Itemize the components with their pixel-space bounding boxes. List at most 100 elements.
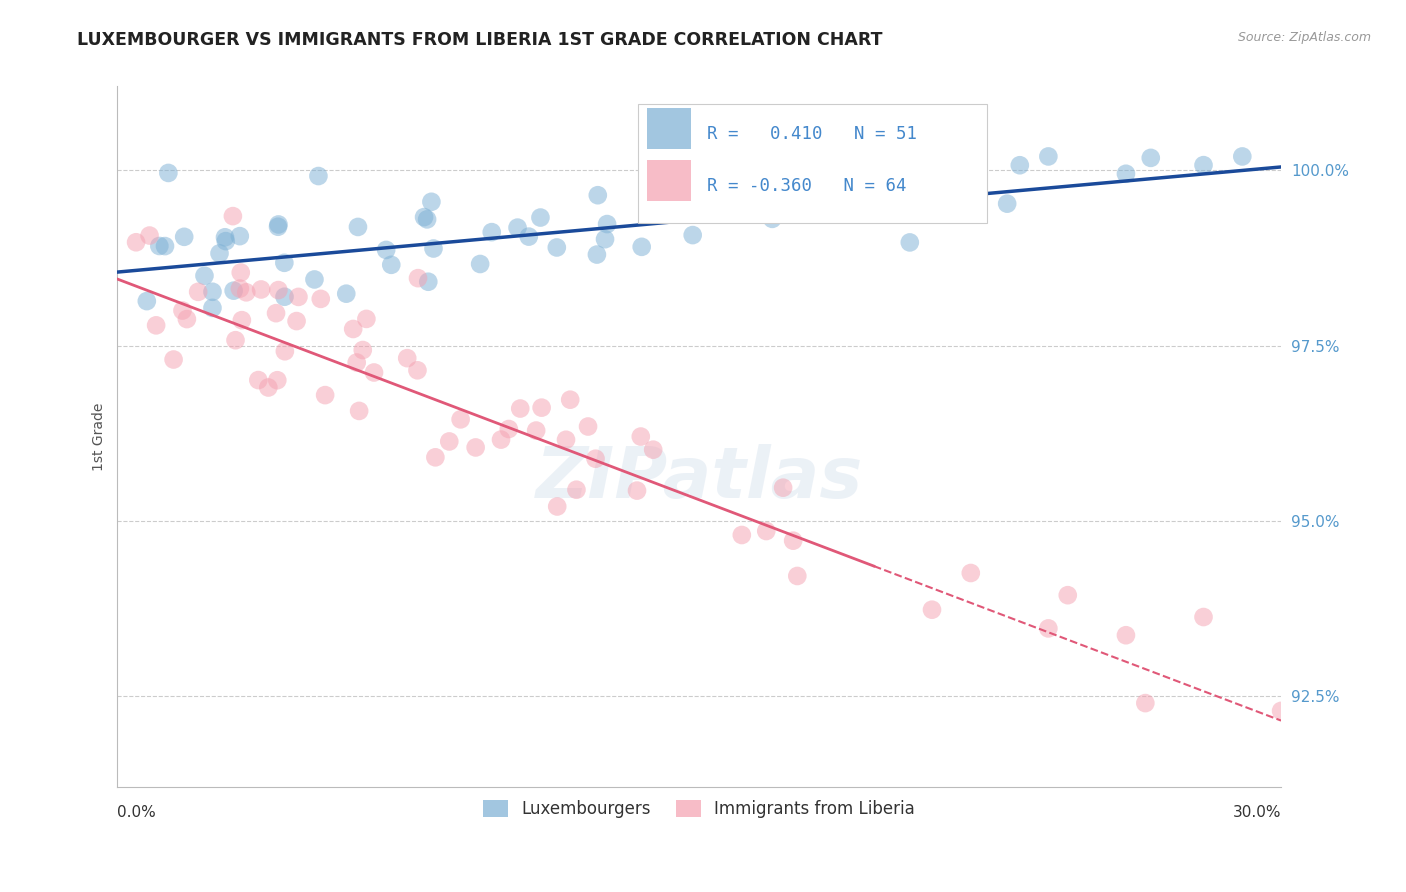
FancyBboxPatch shape (647, 108, 692, 149)
Point (626, 483, 648, 498)
Point (420, 194, 443, 209)
Point (153, 239, 176, 253)
Point (586, 188, 609, 202)
Point (193, 268, 215, 283)
Point (1115, 628, 1137, 642)
FancyBboxPatch shape (637, 103, 987, 223)
Text: LUXEMBOURGER VS IMMIGRANTS FROM LIBERIA 1ST GRADE CORRELATION CHART: LUXEMBOURGER VS IMMIGRANTS FROM LIBERIA … (77, 31, 883, 49)
Point (396, 351, 419, 366)
Point (1192, 610, 1215, 624)
Point (1139, 151, 1161, 165)
Point (380, 258, 402, 272)
Point (731, 528, 754, 542)
Point (450, 412, 472, 426)
Point (135, 294, 157, 309)
Point (782, 533, 804, 548)
Point (208, 246, 231, 260)
Point (347, 219, 370, 234)
Point (1056, 588, 1078, 602)
Point (761, 211, 783, 226)
Point (201, 301, 224, 315)
Text: Source: ZipAtlas.com: Source: ZipAtlas.com (1237, 31, 1371, 45)
Point (363, 366, 385, 380)
Point (157, 166, 180, 180)
Point (1232, 149, 1254, 163)
Point (1038, 621, 1060, 635)
Point (866, 195, 889, 210)
Point (187, 285, 209, 299)
Point (309, 292, 332, 306)
Point (214, 230, 236, 244)
Point (529, 211, 551, 225)
Point (643, 442, 665, 457)
Text: ZIPatlas: ZIPatlas (536, 444, 863, 513)
Point (406, 271, 429, 285)
Point (172, 303, 194, 318)
Text: R =   0.410   N = 51: R = 0.410 N = 51 (707, 125, 918, 143)
Point (416, 212, 439, 227)
Point (546, 500, 568, 514)
Point (148, 239, 170, 253)
Point (267, 219, 290, 234)
Point (264, 306, 287, 320)
Point (247, 373, 270, 387)
Point (560, 392, 582, 407)
Y-axis label: 1st Grade: 1st Grade (93, 402, 107, 471)
Point (267, 283, 290, 297)
Point (995, 196, 1018, 211)
Point (342, 322, 364, 336)
Point (229, 266, 252, 280)
Point (585, 451, 607, 466)
FancyBboxPatch shape (647, 161, 692, 201)
Point (145, 318, 167, 333)
Point (1270, 704, 1292, 718)
Point (307, 169, 329, 183)
Point (346, 355, 368, 369)
Point (1192, 158, 1215, 172)
Point (273, 290, 295, 304)
Point (1038, 149, 1060, 163)
Point (250, 283, 273, 297)
Point (215, 234, 238, 248)
Point (630, 240, 652, 254)
Point (125, 235, 148, 250)
Point (335, 286, 357, 301)
Point (285, 314, 308, 328)
Point (517, 229, 540, 244)
Point (418, 275, 440, 289)
Point (138, 228, 160, 243)
Point (481, 225, 503, 239)
Point (1135, 696, 1157, 710)
Point (274, 344, 297, 359)
Point (792, 189, 814, 203)
Point (173, 229, 195, 244)
Point (498, 422, 520, 436)
Point (267, 218, 290, 232)
Point (229, 282, 252, 296)
Point (425, 450, 447, 465)
Point (593, 232, 616, 246)
Text: 30.0%: 30.0% (1233, 805, 1281, 820)
Point (222, 209, 245, 223)
Point (273, 256, 295, 270)
Point (1008, 158, 1031, 172)
Point (422, 242, 444, 256)
Point (772, 481, 794, 495)
Point (314, 388, 336, 402)
Point (464, 441, 486, 455)
Point (530, 401, 553, 415)
Point (222, 284, 245, 298)
Point (630, 429, 652, 443)
Point (201, 285, 224, 299)
Point (225, 333, 247, 347)
Point (596, 217, 619, 231)
Point (287, 290, 309, 304)
Point (375, 243, 398, 257)
Point (546, 240, 568, 254)
Point (576, 419, 599, 434)
Text: R = -0.360   N = 64: R = -0.360 N = 64 (707, 178, 907, 195)
Point (257, 380, 280, 394)
Point (509, 401, 531, 416)
Point (586, 247, 609, 261)
Point (439, 434, 461, 449)
